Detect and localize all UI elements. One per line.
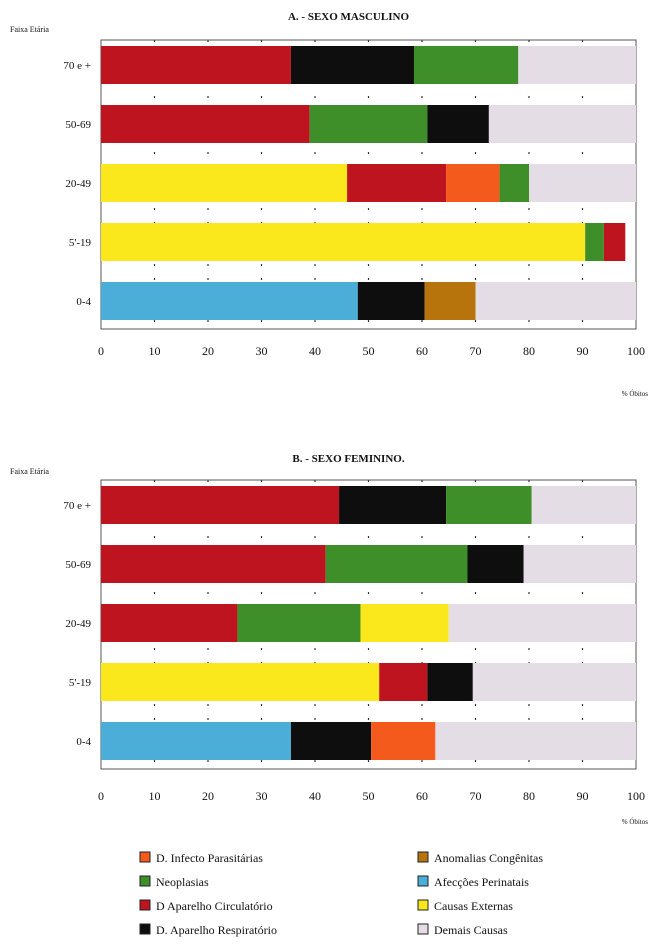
bar-segment-d-aparelho-circulatorio [101,46,291,84]
x-tick-label: 30 [256,344,268,358]
x-tick-label: 0 [98,789,104,803]
legend-swatch-causas-externas [417,899,429,911]
bar-segment-causas-externas [101,663,380,701]
x-tick-label: 90 [577,789,589,803]
bar-segment-demais-causas [448,604,636,642]
bar-segment-neoplasias [446,486,532,524]
bar-segment-causas-externas [360,604,449,642]
x-tick-label: 20 [202,789,214,803]
x-tick-label: 40 [309,789,321,803]
legend-label: D. Aparelho Respiratório [156,923,277,937]
chart-title: A. - SEXO MASCULINO [288,11,409,23]
chart-panel-masculino: A. - SEXO MASCULINO Faixa Etária 70 e + 50-… [10,11,648,398]
bar-segment-neoplasias [325,545,468,583]
bar-segment-d-aparelho-respiratorio [427,663,473,701]
y-axis-label: Faixa Etária [10,467,49,476]
category-label: 5'-19 [69,677,92,689]
bar-segment-neoplasias [585,223,604,261]
chart-panel-feminino: B. - SEXO FEMININO. Faixa Etária 70 e + 50-… [10,453,648,826]
bar-segment-d-aparelho-circulatorio [101,486,340,524]
x-tick-label: 50 [363,344,375,358]
bar-segment-demais-causas [472,663,636,701]
category-label: 70 e + [63,60,91,72]
legend-label: Neoplasias [156,875,209,889]
legend-label: Causas Externas [434,899,513,913]
legend: D. Infecto Parasitárias Anomalias Congêni… [139,851,543,937]
x-tick-label: 20 [202,344,214,358]
bar-segment-afeccoes-perinatais [101,282,358,320]
bar-segment-demais-causas [523,545,636,583]
bar-segment-d-aparelho-circulatorio [379,663,428,701]
bar-segment-afeccoes-perinatais [101,722,291,760]
category-label: 5'-19 [69,237,92,249]
bar-segment-d-aparelho-circulatorio [347,164,447,202]
legend-swatch-d-aparelho-respiratorio [139,923,151,935]
bar-segment-neoplasias [237,604,361,642]
bar-segment-causas-externas [101,164,348,202]
x-tick-label: 60 [416,344,428,358]
bar-segment-anomalias-congenitas [424,282,476,320]
bar-segment-d-aparelho-respiratorio [467,545,524,583]
x-tick-label: 30 [256,789,268,803]
legend-swatch-afeccoes-perinatais [417,875,429,887]
category-label: 50-69 [65,119,91,131]
x-axis-label: % Óbitos [622,390,649,398]
x-axis-label: % Óbitos [622,818,649,826]
bar-segment-d-aparelho-respiratorio [290,722,372,760]
category-label: 20-49 [65,618,91,630]
bar-segment-demais-causas [518,46,636,84]
category-label: 20-49 [65,178,91,190]
bar-segment-demais-causas [529,164,636,202]
bar-segment-neoplasias [499,164,529,202]
bar-segment-d-aparelho-circulatorio [101,105,310,143]
x-tick-label: 0 [98,344,104,358]
legend-swatch-neoplasias [139,875,151,887]
x-tick-label: 80 [523,789,535,803]
category-label: 50-69 [65,559,91,571]
legend-label: Demais Causas [434,923,508,937]
bar-segment-d-aparelho-respiratorio [357,282,425,320]
x-tick-label: 40 [309,344,321,358]
bar-segment-demais-causas [475,282,636,320]
legend-label: D. Infecto Parasitárias [156,851,263,865]
x-tick-label: 10 [149,344,161,358]
x-tick-label: 50 [363,789,375,803]
x-tick-label: 100 [627,344,645,358]
y-axis-label: Faixa Etária [10,25,49,34]
category-label: 70 e + [63,500,91,512]
bar-segment-neoplasias [309,105,428,143]
bar-segment-d-aparelho-circulatorio [101,604,238,642]
x-tick-label: 80 [523,344,535,358]
bar-segment-d-aparelho-circulatorio [603,223,626,261]
bar-segment-d-infecto-parasitarias [371,722,436,760]
x-tick-label: 70 [470,789,482,803]
x-tick-label: 100 [627,789,645,803]
bar-segment-d-aparelho-circulatorio [101,545,326,583]
bar-segment-causas-externas [101,223,586,261]
x-tick-label: 60 [416,789,428,803]
bar-segment-demais-causas [531,486,636,524]
bar-segment-demais-causas [435,722,636,760]
legend-label: D Aparelho Circulatório [156,899,273,913]
legend-label: Afecções Perinatais [434,875,529,889]
legend-label: Anomalias Congênitas [434,851,543,865]
category-label: 0-4 [76,736,91,748]
bar-segment-demais-causas [488,105,636,143]
legend-swatch-anomalias-congenitas [417,851,429,863]
x-tick-label: 10 [149,789,161,803]
legend-swatch-d-aparelho-circulatorio [139,899,151,911]
chart-title: B. - SEXO FEMININO. [292,453,404,465]
bar-segment-d-infecto-parasitarias [446,164,500,202]
x-tick-label: 70 [470,344,482,358]
legend-swatch-demais-causas [417,923,429,935]
bar-segment-neoplasias [413,46,519,84]
bar-segment-d-aparelho-respiratorio [427,105,489,143]
category-label: 0-4 [76,296,91,308]
legend-swatch-d-infecto-parasitarias [139,851,151,863]
bar-segment-d-aparelho-respiratorio [339,486,447,524]
x-tick-label: 90 [577,344,589,358]
bar-segment-d-aparelho-respiratorio [290,46,414,84]
